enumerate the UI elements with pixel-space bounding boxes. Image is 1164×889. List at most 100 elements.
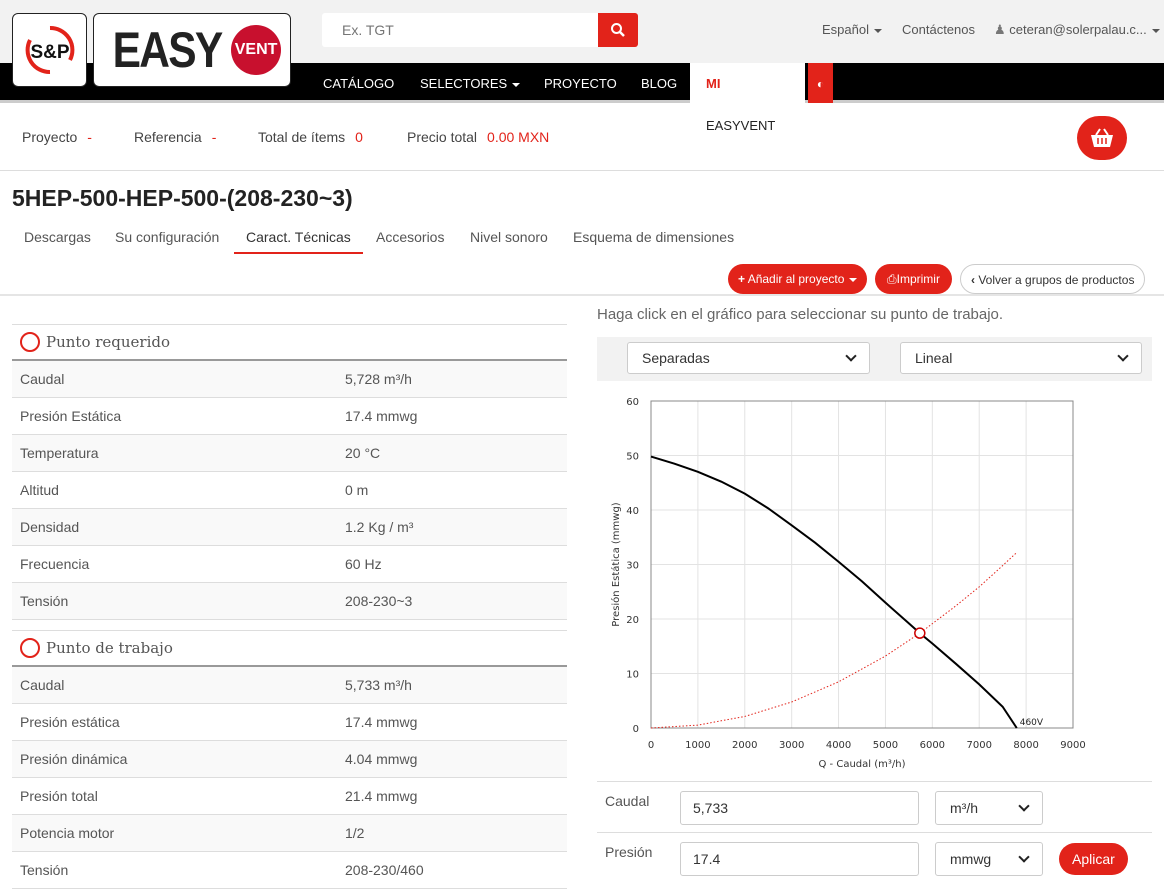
row-value: 4.04 mmwg (345, 751, 418, 767)
presion-unit-select[interactable]: mmwg (935, 842, 1043, 876)
dashboard-button[interactable]: ◐ (808, 63, 833, 103)
presion-input[interactable]: 17.4 (680, 842, 919, 876)
row-label: Presión dinámica (20, 751, 128, 767)
add-to-project-button[interactable]: + Añadir al proyecto (728, 264, 868, 294)
proyecto-value: - (87, 129, 92, 145)
table-row: Frecuencia 60 Hz (12, 546, 567, 583)
nav-selectores[interactable]: SELECTORES (404, 63, 536, 103)
row-label: Caudal (20, 677, 65, 693)
sp-logo[interactable]: S&P (12, 13, 87, 87)
x-tick-label: 9000 (1060, 740, 1085, 751)
row-value: 17.4 mmwg (345, 408, 418, 424)
tab-caract-tecnicas[interactable]: Caract. Técnicas (234, 229, 363, 254)
items-info: Total de ítems 0 (258, 129, 363, 145)
user-menu[interactable]: ♟ ceteran@solerpalau.c... (994, 22, 1160, 38)
project-info: Proyecto - (22, 129, 92, 145)
table-row: Altitud 0 m (12, 472, 567, 509)
operating-point (914, 627, 926, 639)
table-row: Presión total 21.4 mmwg (12, 778, 567, 815)
row-value: 208-230~3 (345, 593, 413, 609)
row-label: Densidad (20, 519, 80, 535)
tab-accesorios[interactable]: Accesorios (376, 229, 445, 245)
nav-selectores-label: SELECTORES (420, 76, 508, 91)
back-label: Volver a grupos de productos (978, 273, 1135, 287)
user-email: ceteran@solerpalau.c... (1009, 22, 1147, 37)
x-tick-label: 0 (648, 740, 654, 751)
basket-icon (1091, 128, 1113, 147)
y-axis-label: Presión Estática (mmwg) (610, 502, 622, 627)
svg-text:S&P: S&P (30, 42, 69, 63)
x-axis-label: Q - Caudal (m³/h) (819, 759, 906, 770)
nav-proyecto[interactable]: PROYECTO (544, 76, 617, 91)
plus-icon: + (738, 272, 746, 286)
series-label: 460V (1020, 718, 1044, 728)
search-input[interactable] (322, 13, 598, 47)
precio-label: Precio total (407, 129, 478, 145)
print-button[interactable]: ⎙Imprimir (875, 264, 952, 294)
nav-catalogo[interactable]: CATÁLOGO (323, 76, 395, 91)
row-label: Tensión (20, 862, 69, 878)
table-row: Caudal 5,728 m³/h (12, 361, 567, 398)
y-tick-label: 30 (626, 561, 639, 572)
row-label: Tensión (20, 593, 69, 609)
nav-mi-easyvent[interactable]: MI EASYVENT (690, 63, 805, 133)
table-row: Caudal 5,733 m³/h (12, 667, 567, 704)
table-row: Presión estática 17.4 mmwg (12, 704, 567, 741)
caudal-row: Caudal 5,733 m³/h (597, 781, 1152, 832)
back-button[interactable]: ‹ Volver a grupos de productos (960, 264, 1146, 294)
precio-info: Precio total 0.00 MXN (407, 129, 549, 145)
items-value: 0 (355, 129, 363, 145)
circle-icon (20, 332, 40, 352)
chevron-down-icon (1117, 350, 1129, 362)
table-row: Potencia motor 1/2 (12, 815, 567, 852)
row-label: Caudal (20, 371, 65, 387)
chevron-down-icon (1018, 851, 1030, 863)
referencia-label: Referencia (134, 129, 202, 145)
nav-easyvent-label: EASYVENT (706, 118, 776, 133)
proyecto-label: Proyecto (22, 129, 78, 145)
tab-nivel-sonoro[interactable]: Nivel sonoro (470, 229, 548, 245)
items-label: Total de ítems (258, 129, 346, 145)
y-tick-label: 0 (633, 724, 639, 735)
row-value: 5,733 m³/h (345, 677, 412, 693)
dashboard-icon: ◐ (816, 77, 825, 91)
section-title: Punto de trabajo (46, 639, 173, 657)
performance-chart[interactable]: 0 1000 2000 3000 4000 5000 6000 7000 8000 9000 0 10… (597, 385, 1097, 777)
working-point-header: Punto de trabajo (12, 630, 567, 667)
x-tick-label: 5000 (873, 740, 898, 751)
plot-border (650, 400, 1074, 729)
scale-select[interactable]: Lineal (900, 342, 1142, 374)
caudal-unit-select[interactable]: m³/h (935, 791, 1043, 825)
caret-down-icon (873, 28, 882, 33)
row-label: Frecuencia (20, 556, 90, 572)
easyvent-logo[interactable]: EASY VENT (93, 13, 291, 87)
required-point-header: Punto requerido (12, 324, 567, 361)
table-row: Presión Estática 17.4 mmwg (12, 398, 567, 435)
nav-mi-label: MI (706, 76, 721, 91)
tab-su-configuracion[interactable]: Su configuración (115, 229, 220, 245)
project-bar (0, 104, 1164, 171)
cart-button[interactable] (1077, 116, 1127, 160)
language-dropdown[interactable]: Español (822, 22, 882, 37)
tab-descargas[interactable]: Descargas (24, 229, 91, 245)
circle-icon (20, 638, 40, 658)
row-value: 5,728 m³/h (345, 371, 412, 387)
nav-blog[interactable]: BLOG (641, 76, 678, 91)
row-value: 1.2 Kg / m³ (345, 519, 414, 535)
apply-button[interactable]: Aplicar (1059, 843, 1128, 875)
contact-link[interactable]: Contáctenos (902, 22, 975, 37)
caudal-input[interactable]: 5,733 (680, 791, 919, 825)
search-icon (611, 23, 625, 37)
row-label: Presión estática (20, 714, 120, 730)
user-icon: ♟ (994, 22, 1006, 37)
curve-mode-select[interactable]: Separadas (627, 342, 870, 374)
logo-easy-text: EASY (112, 22, 224, 78)
select-value: Lineal (915, 350, 953, 366)
chevron-down-icon (1018, 800, 1030, 812)
search-button[interactable] (598, 13, 638, 47)
y-tick-label: 50 (626, 452, 639, 463)
tab-esquema-dimensiones[interactable]: Esquema de dimensiones (573, 229, 735, 245)
row-value: 0 m (345, 482, 369, 498)
row-label: Presión Estática (20, 408, 122, 424)
system-curve (650, 552, 1018, 729)
